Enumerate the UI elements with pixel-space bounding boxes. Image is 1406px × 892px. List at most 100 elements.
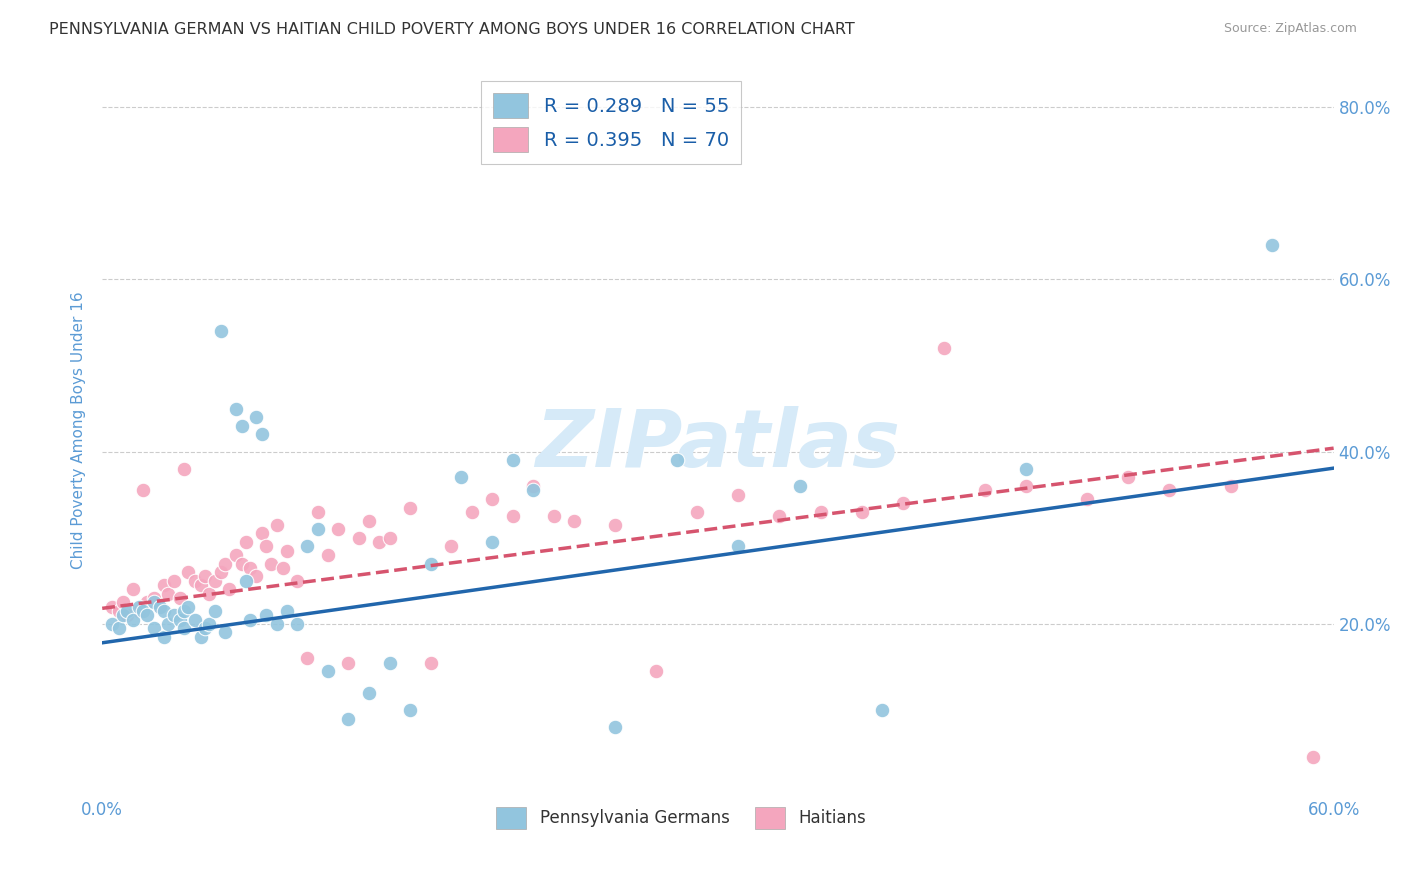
Point bbox=[169, 591, 191, 605]
Point bbox=[198, 616, 221, 631]
Point bbox=[285, 574, 308, 588]
Point bbox=[727, 539, 749, 553]
Point bbox=[122, 582, 145, 597]
Point bbox=[1118, 470, 1140, 484]
Point bbox=[543, 509, 565, 524]
Point bbox=[481, 535, 503, 549]
Point bbox=[245, 410, 267, 425]
Point bbox=[152, 630, 174, 644]
Point bbox=[481, 491, 503, 506]
Point bbox=[194, 621, 217, 635]
Point bbox=[271, 561, 294, 575]
Point bbox=[502, 509, 524, 524]
Point bbox=[522, 479, 544, 493]
Point bbox=[276, 543, 298, 558]
Point bbox=[399, 703, 422, 717]
Point bbox=[111, 595, 134, 609]
Point bbox=[307, 505, 329, 519]
Point bbox=[1261, 238, 1284, 252]
Point bbox=[316, 548, 339, 562]
Point bbox=[285, 616, 308, 631]
Point bbox=[142, 621, 165, 635]
Point bbox=[522, 483, 544, 498]
Point bbox=[665, 453, 688, 467]
Point bbox=[605, 517, 627, 532]
Point bbox=[214, 557, 236, 571]
Point bbox=[245, 569, 267, 583]
Point bbox=[276, 604, 298, 618]
Point bbox=[132, 604, 155, 618]
Point bbox=[183, 574, 205, 588]
Point bbox=[218, 582, 240, 597]
Point bbox=[1220, 479, 1243, 493]
Point bbox=[932, 341, 955, 355]
Point bbox=[183, 613, 205, 627]
Point bbox=[266, 517, 288, 532]
Point bbox=[973, 483, 995, 498]
Point bbox=[163, 608, 186, 623]
Point bbox=[328, 522, 350, 536]
Text: PENNSYLVANIA GERMAN VS HAITIAN CHILD POVERTY AMONG BOYS UNDER 16 CORRELATION CHA: PENNSYLVANIA GERMAN VS HAITIAN CHILD POV… bbox=[49, 22, 855, 37]
Point bbox=[149, 599, 172, 614]
Point bbox=[357, 514, 380, 528]
Point bbox=[209, 565, 232, 579]
Point bbox=[810, 505, 832, 519]
Point bbox=[169, 613, 191, 627]
Point bbox=[163, 574, 186, 588]
Point bbox=[152, 578, 174, 592]
Point bbox=[235, 574, 257, 588]
Point bbox=[266, 616, 288, 631]
Point bbox=[645, 664, 668, 678]
Point bbox=[194, 569, 217, 583]
Point bbox=[214, 625, 236, 640]
Point bbox=[142, 595, 165, 609]
Point bbox=[225, 401, 247, 416]
Y-axis label: Child Poverty Among Boys Under 16: Child Poverty Among Boys Under 16 bbox=[72, 292, 86, 569]
Point bbox=[252, 526, 274, 541]
Point bbox=[115, 608, 138, 623]
Point bbox=[239, 561, 262, 575]
Point bbox=[727, 488, 749, 502]
Legend: Pennsylvania Germans, Haitians: Pennsylvania Germans, Haitians bbox=[489, 801, 872, 835]
Point bbox=[378, 531, 401, 545]
Point bbox=[768, 509, 790, 524]
Point bbox=[136, 595, 159, 609]
Point bbox=[173, 604, 195, 618]
Point bbox=[107, 621, 129, 635]
Point bbox=[368, 535, 391, 549]
Point bbox=[209, 324, 232, 338]
Point bbox=[316, 664, 339, 678]
Point bbox=[156, 616, 179, 631]
Point bbox=[419, 656, 441, 670]
Point bbox=[231, 418, 253, 433]
Point bbox=[101, 599, 124, 614]
Point bbox=[347, 531, 370, 545]
Point bbox=[1302, 750, 1324, 764]
Text: Source: ZipAtlas.com: Source: ZipAtlas.com bbox=[1223, 22, 1357, 36]
Point bbox=[851, 505, 873, 519]
Point bbox=[177, 565, 200, 579]
Point bbox=[136, 608, 159, 623]
Point bbox=[128, 599, 150, 614]
Point bbox=[173, 462, 195, 476]
Point bbox=[357, 686, 380, 700]
Point bbox=[225, 548, 247, 562]
Point bbox=[252, 427, 274, 442]
Point bbox=[152, 604, 174, 618]
Point bbox=[149, 599, 172, 614]
Point bbox=[239, 613, 262, 627]
Point bbox=[378, 656, 401, 670]
Point bbox=[128, 604, 150, 618]
Point bbox=[307, 522, 329, 536]
Point bbox=[562, 514, 585, 528]
Point bbox=[502, 453, 524, 467]
Point bbox=[686, 505, 709, 519]
Point bbox=[297, 539, 319, 553]
Point bbox=[254, 608, 277, 623]
Point bbox=[122, 613, 145, 627]
Point bbox=[190, 630, 212, 644]
Point bbox=[1015, 479, 1038, 493]
Point bbox=[190, 578, 212, 592]
Point bbox=[399, 500, 422, 515]
Point bbox=[111, 608, 134, 623]
